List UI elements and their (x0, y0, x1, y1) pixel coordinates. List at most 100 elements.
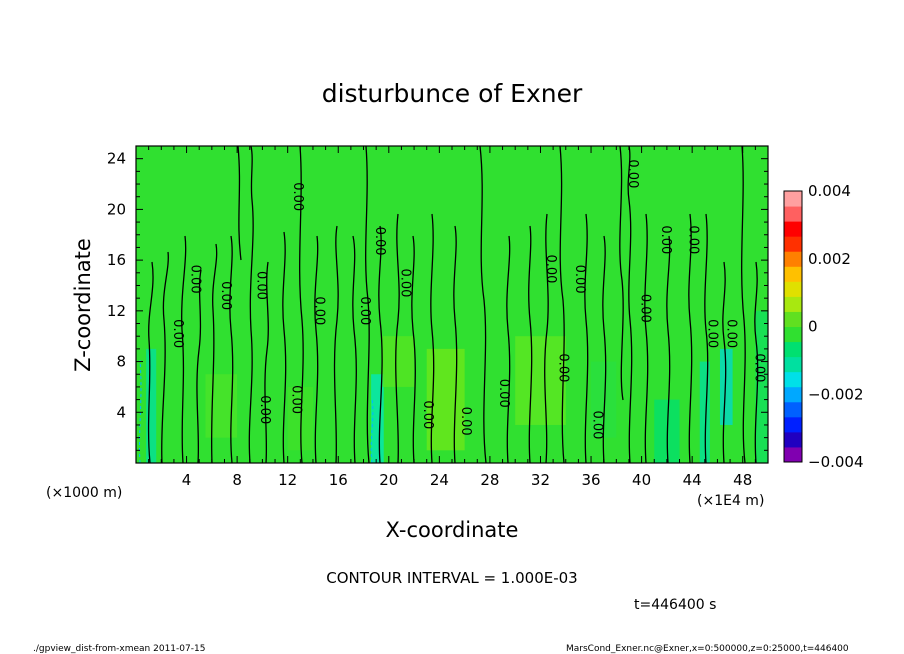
contour-line (644, 213, 649, 463)
contour-line-dashed (370, 397, 374, 463)
x-axis-label: X-coordinate (386, 518, 519, 542)
contour-line (352, 235, 357, 463)
colorbar-swatch (784, 311, 802, 327)
x-axis: 4 8 12 16 20 24 28 32 36 40 44 48 (148, 146, 756, 489)
colorbar-swatch (784, 341, 802, 358)
contour-line (559, 146, 565, 463)
field-patch (654, 399, 680, 463)
contour-line (453, 225, 458, 463)
y-tick-label: 16 (107, 251, 126, 269)
y-tick-label: 4 (116, 403, 126, 421)
contour-line (395, 213, 400, 463)
contour-label: 0.00 (188, 265, 203, 294)
y-tick-label: 12 (107, 302, 126, 320)
colorbar-swatch (784, 431, 802, 448)
contour-line (365, 146, 370, 463)
x-tick-label: 40 (632, 471, 651, 489)
contour-line (210, 243, 218, 463)
colorbar-swatch (784, 221, 802, 237)
contour-line (619, 146, 624, 401)
contour-line (722, 261, 727, 463)
x-tick-label: 16 (329, 471, 348, 489)
contour-label: 0.00 (311, 296, 326, 325)
contour-line (181, 235, 187, 463)
x-tick-label: 48 (733, 471, 752, 489)
contour-line (704, 213, 709, 463)
footer-left: ./gpview_dist-from-xmean 2011-07-15 (33, 644, 205, 654)
contour-line (411, 235, 416, 463)
contour-line (378, 225, 383, 463)
x-tick-label: 8 (232, 471, 242, 489)
contour-label: 0.00 (420, 400, 435, 429)
colorbar-frame (783, 190, 803, 463)
colorbar-swatch (784, 356, 802, 373)
colorbar-label: −0.004 (808, 453, 864, 471)
colorbar-swatch (784, 371, 802, 388)
contour-line (430, 213, 435, 463)
colorbar-label: 0.002 (808, 250, 851, 268)
contour-line (754, 261, 759, 463)
colorbar-swatch (784, 281, 802, 297)
colorbar-swatch (784, 446, 802, 463)
contour-label: 0.00 (724, 319, 739, 348)
x-tick-label: 32 (531, 471, 550, 489)
colorbar-swatch (784, 206, 802, 222)
contour-line (544, 213, 549, 463)
contour-line (479, 146, 487, 463)
x-tick-label: 12 (278, 471, 297, 489)
colorbar-label: 0 (808, 318, 818, 336)
colorbar-swatch (784, 401, 802, 418)
contour-label: 0.00 (705, 319, 720, 348)
contour-interval-text: CONTOUR INTERVAL = 1.000E-03 (326, 569, 577, 587)
field-patch (699, 361, 710, 463)
field-patch (515, 336, 566, 425)
contour-label: 0.00 (170, 319, 185, 348)
colorbar-swatch (784, 416, 802, 433)
contour-line (506, 235, 511, 463)
field-patch (287, 386, 313, 451)
contour-label: 0.00 (257, 395, 272, 424)
contour-line-dashed (139, 359, 142, 463)
contour-labels: 0.00 0.00 0.00 0.00 0.00 0.00 0.00 0.00 0.00 0.00… (170, 159, 766, 439)
x-unit-note: (×1E4 m) (697, 493, 764, 509)
x-tick-label: 24 (430, 471, 449, 489)
contour-line (627, 146, 633, 463)
y-tick-label: 24 (107, 150, 126, 168)
time-label: t=446400 s (634, 597, 716, 613)
contour-line (161, 251, 169, 463)
x-tick-label: 20 (379, 471, 398, 489)
contour-line (314, 235, 319, 463)
contour-label: 0.00 (357, 296, 372, 325)
contour-line (584, 213, 589, 463)
contour-label: 0.00 (289, 385, 304, 414)
contour-label: 0.00 (458, 407, 473, 436)
colorbar-swatch (784, 236, 802, 252)
colorbar-swatch (784, 266, 802, 282)
y-tick-label: 20 (107, 200, 126, 218)
x-tick-label: 36 (581, 471, 600, 489)
y-unit-note: (×1000 m) (46, 485, 122, 501)
contour-label: 0.00 (543, 255, 558, 284)
colorbar-swatch (784, 191, 802, 207)
contour-line (196, 269, 202, 463)
contour-line (528, 225, 533, 463)
contour-line (237, 146, 242, 261)
contour-label: 0.00 (686, 225, 701, 254)
x-tick-label: 4 (182, 471, 192, 489)
negative-contours (139, 359, 374, 463)
contour-label: 0.00 (751, 353, 766, 382)
colorbar-label: −0.002 (808, 385, 864, 403)
contour-label: 0.00 (496, 379, 511, 408)
contour-line (333, 225, 339, 463)
contour-line (229, 235, 234, 463)
x-tick-label: 44 (683, 471, 702, 489)
contour-label: 0.00 (397, 268, 412, 297)
contour-label: 0.00 (625, 159, 640, 188)
field-patch (382, 336, 415, 387)
contour-label: 0.00 (572, 265, 587, 294)
contour-line (282, 231, 287, 463)
contour-line (688, 213, 693, 463)
plot-area: 0.00 0.00 0.00 0.00 0.00 0.00 0.00 0.00 0.00 0.00… (136, 146, 768, 463)
contour-line (299, 146, 304, 463)
